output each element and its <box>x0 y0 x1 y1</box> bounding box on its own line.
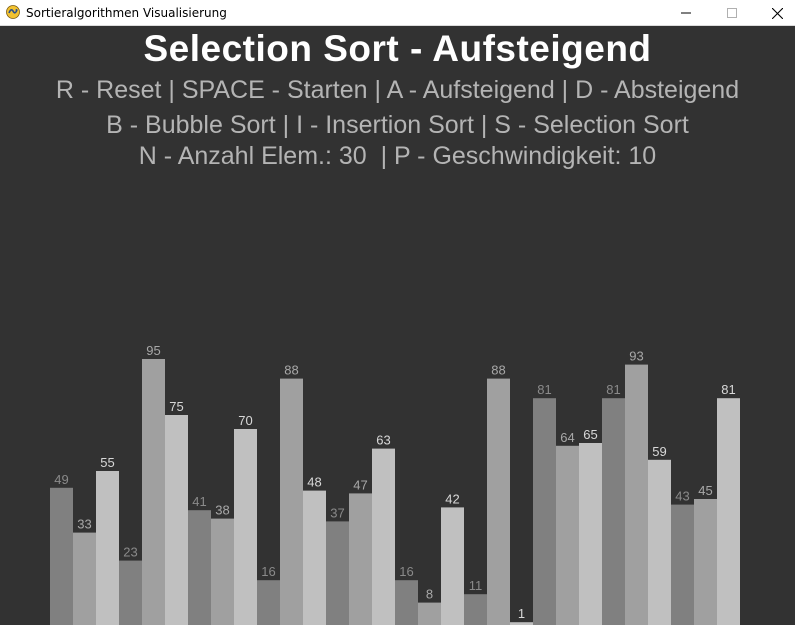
bar-value-label: 41 <box>192 494 206 509</box>
bar-value-label: 8 <box>426 587 433 602</box>
maximize-button[interactable] <box>709 0 755 26</box>
bar <box>441 507 464 625</box>
bar <box>395 580 418 625</box>
bar-value-label: 23 <box>123 545 137 560</box>
bar <box>257 580 280 625</box>
bar-value-label: 70 <box>238 413 252 428</box>
bar-value-label: 59 <box>652 444 666 459</box>
bar <box>211 518 234 625</box>
bar-value-label: 88 <box>491 363 505 378</box>
bar-value-label: 81 <box>606 382 620 397</box>
bar-value-label: 55 <box>100 455 114 470</box>
bar <box>510 622 533 625</box>
bar-value-label: 93 <box>629 349 643 364</box>
bar <box>648 459 671 625</box>
bar <box>142 359 165 625</box>
bar <box>372 448 395 625</box>
bar <box>533 398 556 625</box>
bar-value-label: 42 <box>445 491 459 506</box>
bar <box>671 504 694 625</box>
bar-value-label: 64 <box>560 430 574 445</box>
bar <box>73 532 96 625</box>
window-titlebar[interactable]: Sortieralgorithmen Visualisierung <box>0 0 795 26</box>
close-icon <box>771 7 783 19</box>
bar-value-label: 95 <box>146 343 160 358</box>
controls-line-3: N - Anzahl Elem.: 30 | P - Geschwindigke… <box>138 142 657 170</box>
minimize-button[interactable] <box>663 0 709 26</box>
bar <box>694 499 717 625</box>
bar <box>96 471 119 625</box>
bar <box>602 398 625 625</box>
bar-value-label: 65 <box>583 427 597 442</box>
bar-value-label: 43 <box>675 489 689 504</box>
bar <box>188 510 211 625</box>
bar <box>119 560 142 625</box>
bar-value-label: 88 <box>284 363 298 378</box>
bar <box>625 364 648 625</box>
bar-value-label: 38 <box>215 503 229 518</box>
bar-value-label: 33 <box>77 517 91 532</box>
visualization-canvas: 49 33 55 23 95 75 41 38 70 16 88 48 37 47 63 16 8 42 11 88 1… <box>0 26 795 625</box>
bar-value-label: 16 <box>261 564 275 579</box>
algorithm-title: Selection Sort - Aufsteigend <box>143 28 652 69</box>
bar <box>717 398 740 625</box>
bar-value-label: 1 <box>518 606 525 621</box>
bar <box>50 487 73 625</box>
bar <box>487 378 510 625</box>
bar <box>165 415 188 625</box>
controls-line-2: B - Bubble Sort | I - Insertion Sort | S… <box>106 111 689 139</box>
close-button[interactable] <box>754 0 795 26</box>
bar-value-label: 48 <box>307 475 321 490</box>
bar <box>579 443 602 625</box>
bar <box>303 490 326 625</box>
bar <box>280 378 303 625</box>
bar <box>326 521 349 625</box>
bar-value-label: 16 <box>399 564 413 579</box>
bar-value-label: 75 <box>169 399 183 414</box>
bar <box>556 445 579 625</box>
bar <box>234 429 257 625</box>
bar-value-label: 45 <box>698 483 712 498</box>
bar-value-label: 49 <box>54 472 68 487</box>
bar-value-label: 11 <box>469 578 483 593</box>
bar <box>349 493 372 625</box>
bar <box>464 594 487 625</box>
maximize-icon <box>727 8 737 18</box>
bar-value-label: 81 <box>721 382 735 397</box>
bar-value-label: 37 <box>330 505 344 520</box>
bar-value-label: 63 <box>376 433 390 448</box>
controls-line-1: R - Reset | SPACE - Starten | A - Aufste… <box>55 76 740 104</box>
bar-chart: 49 33 55 23 95 75 41 38 70 16 88 48 37 47 63 16 8 42 11 88 1… <box>50 343 740 625</box>
minimize-icon <box>681 12 691 14</box>
window-title: Sortieralgorithmen Visualisierung <box>26 6 227 20</box>
pygame-snake-icon <box>6 5 20 19</box>
bar <box>418 602 441 625</box>
bar-value-label: 81 <box>537 382 551 397</box>
bar-value-label: 47 <box>353 477 367 492</box>
